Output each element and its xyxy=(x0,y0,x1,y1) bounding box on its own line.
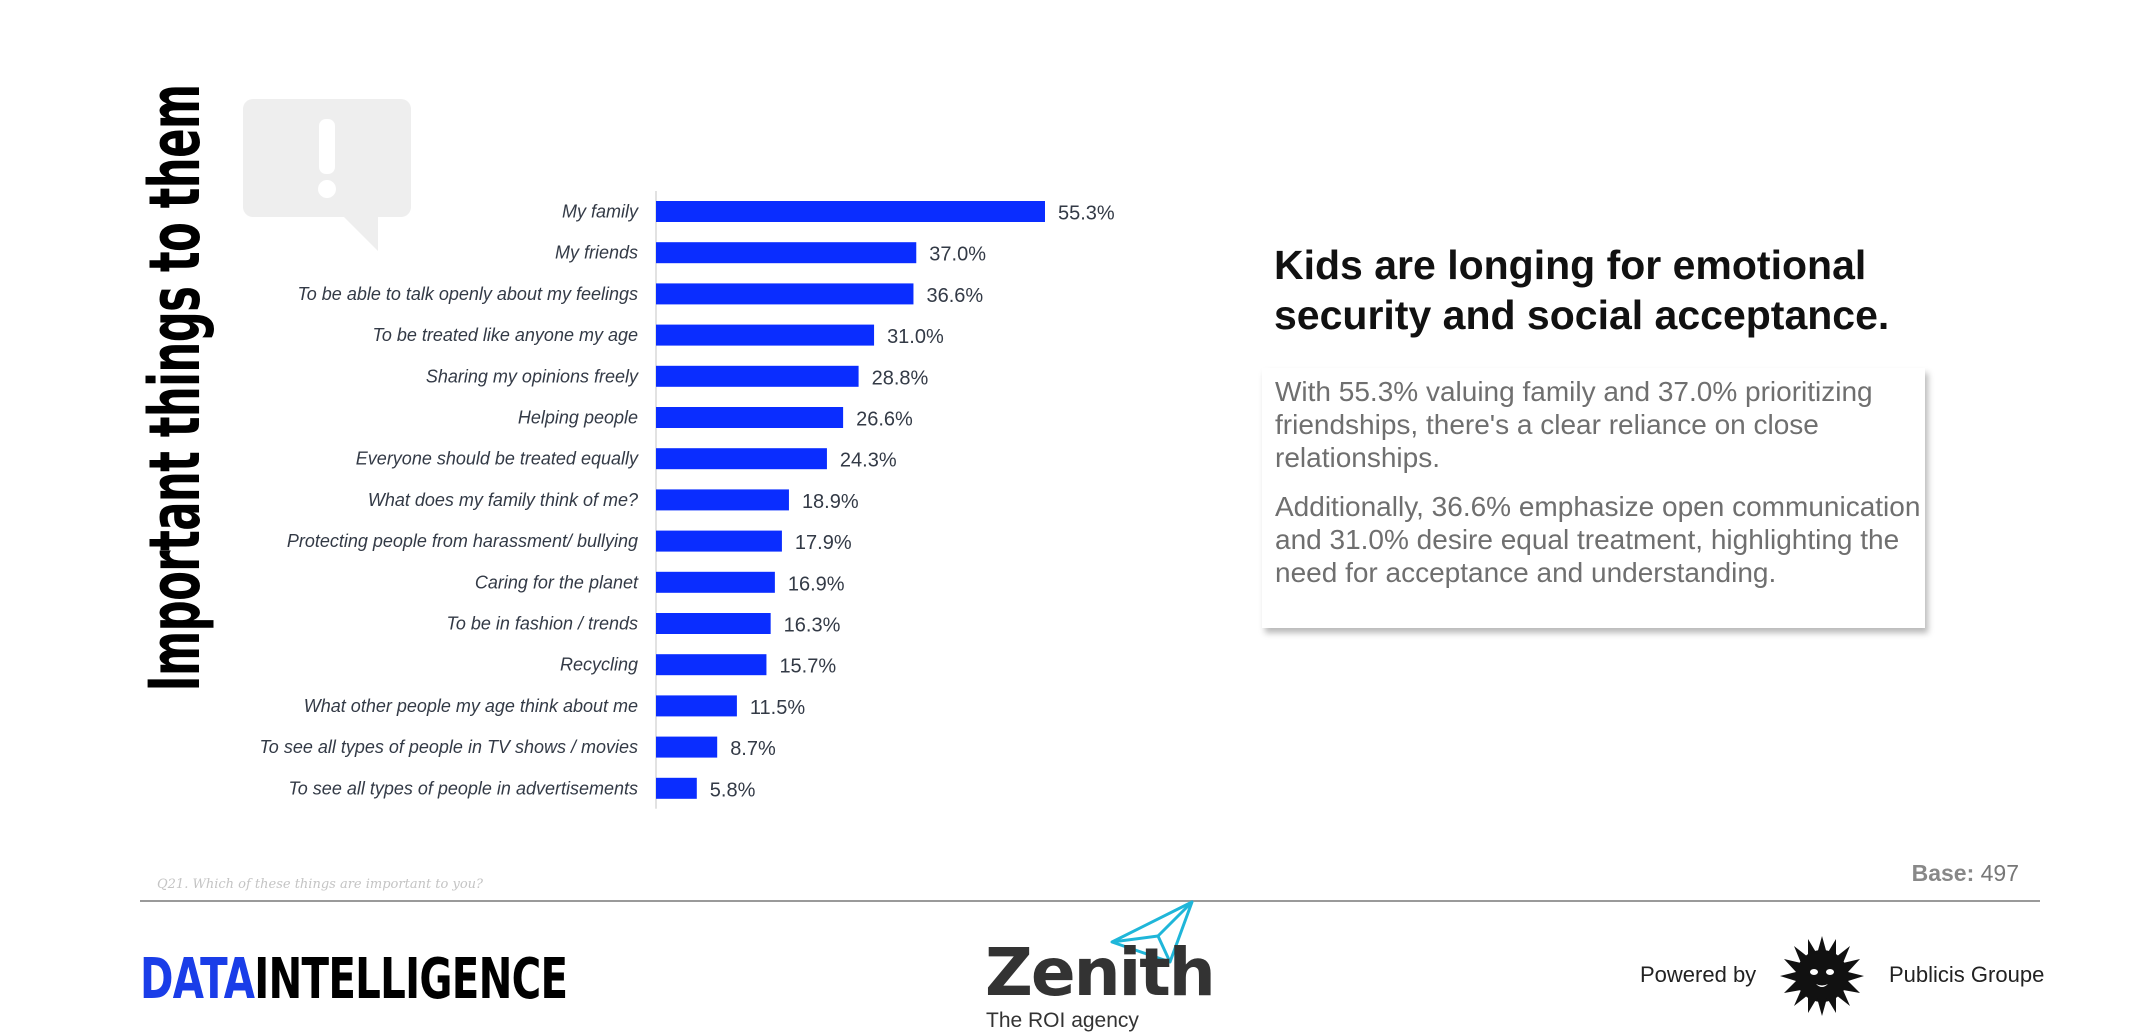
survey-question: Q21. Which of these things are important… xyxy=(157,877,483,892)
bar xyxy=(656,448,827,470)
bar xyxy=(656,530,782,552)
value-label: 16.3% xyxy=(784,615,841,637)
category-label: What other people my age think about me xyxy=(304,696,638,716)
value-label: 8.7% xyxy=(730,738,776,760)
category-label: To be in fashion / trends xyxy=(447,614,638,634)
value-label: 11.5% xyxy=(750,697,805,719)
logo-part-intelligence: INTELLIGENCE xyxy=(254,947,568,1012)
category-label: My family xyxy=(562,202,639,222)
value-label: 5.8% xyxy=(710,779,756,801)
insight-paragraph-2: Additionally, 36.6% emphasize open commu… xyxy=(1275,491,1921,588)
category-label: What does my family think of me? xyxy=(368,490,638,510)
paper-plane-icon xyxy=(1110,900,1194,964)
value-label: 36.6% xyxy=(926,285,983,307)
exclamation-speech-bubble-icon xyxy=(243,99,411,251)
bar xyxy=(656,654,767,676)
bar xyxy=(656,407,844,428)
bar xyxy=(656,571,775,593)
bar xyxy=(656,242,917,264)
bar xyxy=(656,613,771,634)
zenith-tagline: The ROI agency xyxy=(986,1009,1139,1032)
category-label: To see all types of people in TV shows /… xyxy=(259,737,638,757)
publicis-lion-icon xyxy=(1780,936,1864,1016)
bar xyxy=(656,489,789,511)
value-label: 18.9% xyxy=(802,491,859,513)
category-label: My friends xyxy=(555,243,638,263)
bar-chart: My family 55.3% My friends 37.0% To be able … xyxy=(259,191,1115,809)
category-label: To be able to talk openly about my feeli… xyxy=(297,284,638,304)
category-label: Protecting people from harassment/ bully… xyxy=(287,531,638,551)
category-label: Helping people xyxy=(518,408,638,428)
bar xyxy=(656,365,859,387)
value-label: 17.9% xyxy=(795,532,852,554)
value-label: 55.3% xyxy=(1058,203,1115,225)
value-label: 26.6% xyxy=(856,409,913,431)
value-label: 28.8% xyxy=(872,367,929,389)
insight-paragraph-1: With 55.3% valuing family and 37.0% prio… xyxy=(1275,376,1873,473)
category-label: Caring for the planet xyxy=(475,572,639,592)
category-label: Recycling xyxy=(560,655,638,675)
value-label: 15.7% xyxy=(779,656,836,678)
base-value: 497 xyxy=(1980,860,2019,886)
bar xyxy=(656,777,697,799)
value-label: 24.3% xyxy=(840,450,897,472)
zenith-logo: Zenith xyxy=(985,934,1216,1011)
bar xyxy=(656,736,718,758)
bar xyxy=(656,283,914,305)
value-label: 16.9% xyxy=(788,573,845,595)
value-label: 37.0% xyxy=(929,244,986,266)
category-label: Sharing my opinions freely xyxy=(426,366,639,386)
base-note: Base: 497 xyxy=(1912,860,2019,887)
headline: Kids are longing for emotional security … xyxy=(1274,242,1890,338)
logo-part-data: DATA xyxy=(140,947,255,1012)
base-label: Base: xyxy=(1911,860,1975,886)
insight-card: With 55.3% valuing family and 37.0% prio… xyxy=(1262,368,1925,628)
publicis-groupe-label: Publicis Groupe xyxy=(1889,962,2045,987)
value-label: 31.0% xyxy=(887,326,944,348)
bar xyxy=(656,201,1045,222)
footer-divider xyxy=(140,900,2040,902)
powered-by-label: Powered by xyxy=(1640,962,1757,987)
category-label: Everyone should be treated equally xyxy=(356,449,639,469)
category-label: To be treated like anyone my age xyxy=(372,325,638,345)
category-label: To see all types of people in advertisem… xyxy=(288,778,638,798)
bar xyxy=(656,695,737,717)
bar xyxy=(656,324,875,346)
data-intelligence-logo: DATAINTELLIGENCE xyxy=(140,952,568,1008)
